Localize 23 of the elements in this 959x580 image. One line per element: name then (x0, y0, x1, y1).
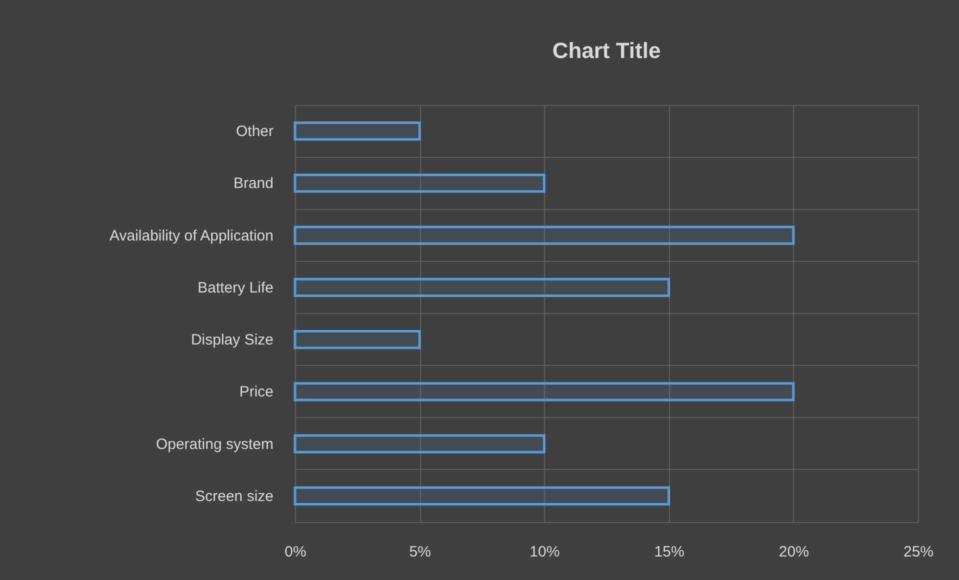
y-tick-label: Other (236, 123, 274, 140)
x-tick-label: 10% (530, 544, 560, 560)
x-tick-label: 20% (778, 544, 809, 560)
chart-title: Chart Title (552, 38, 661, 63)
y-tick-label: Brand (233, 175, 274, 192)
y-tick-label: Display Size (190, 332, 274, 349)
y-tick-label: Availability of Application (110, 227, 274, 244)
bar (294, 330, 421, 350)
bar (294, 226, 795, 245)
x-tick-label: 25% (903, 544, 934, 560)
x-tick-label: 5% (409, 544, 431, 560)
bar (294, 174, 546, 193)
y-tick-label: Price (239, 384, 274, 401)
y-tick-label: Screen size (195, 488, 274, 505)
y-tick-label: Battery Life (198, 279, 274, 296)
bar (294, 486, 670, 506)
y-tick-label: Operating system (156, 436, 274, 453)
bar (294, 434, 546, 454)
bar (294, 121, 421, 141)
bar (294, 382, 795, 402)
x-tick-label: 0% (284, 544, 306, 560)
x-tick-label: 15% (654, 544, 684, 560)
bar (294, 278, 670, 298)
